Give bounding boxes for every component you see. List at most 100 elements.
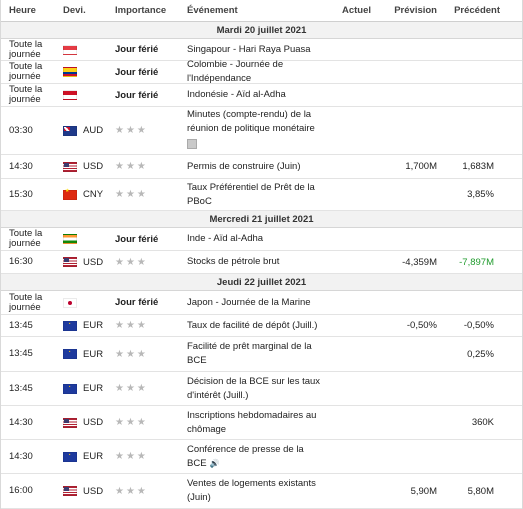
event-previous: 360K: [471, 417, 494, 428]
holiday-label: Jour férié: [115, 44, 159, 55]
table-row[interactable]: Toute la journée Jour férié Indonésie - Aï…: [1, 84, 522, 107]
event-title[interactable]: Taux de facilité de dépôt (Juill.): [187, 319, 318, 331]
event-name[interactable]: Minutes (compte-rendu) de la réunion de …: [177, 108, 323, 154]
event-name[interactable]: Stocks de pétrole brut: [177, 255, 323, 269]
event-time: 16:30: [9, 256, 33, 267]
importance-stars-icon: ★★★: [115, 485, 148, 497]
importance-stars-icon: ★★★: [115, 256, 148, 268]
table-row[interactable]: 13:45 EUR ★★★ Taux de facilité de dépôt (Ju…: [1, 315, 522, 337]
event-name[interactable]: Indonésie - Aïd al-Adha: [177, 88, 323, 102]
holiday-label: Jour férié: [115, 297, 159, 308]
document-icon[interactable]: [187, 138, 197, 149]
flag-eu-icon: [63, 449, 77, 462]
flag-in-icon: [63, 234, 77, 244]
table-row[interactable]: 03:30 AUD ★★★ Minutes (compte-rendu) de la …: [1, 107, 522, 155]
header-event[interactable]: Événement: [187, 4, 238, 16]
event-time: 03:30: [9, 124, 33, 136]
event-time: 13:45: [9, 382, 33, 394]
table-row[interactable]: 13:45 EUR ★★★ Facilité de prêt marginal de …: [1, 337, 522, 372]
event-importance: Jour férié: [106, 67, 177, 78]
event-title[interactable]: Japon - Journée de la Marine: [187, 296, 311, 308]
importance-stars-icon: ★★★: [115, 320, 148, 331]
currency-code: AUD: [83, 125, 104, 136]
event-name[interactable]: Inscriptions hebdomadaires au chômage: [177, 409, 323, 437]
event-name[interactable]: Conférence de presse de la BCE 🔊: [177, 443, 323, 471]
event-forecast: 5,90M: [410, 485, 437, 497]
event-title[interactable]: Stocks de pétrole brut: [187, 256, 280, 267]
event-name[interactable]: Taux Préférentiel de Prêt de la PBoC: [177, 181, 323, 209]
header-previous[interactable]: Précédent: [454, 5, 500, 16]
event-importance: ★★★: [106, 486, 177, 497]
event-previous: 0,25%: [467, 348, 494, 360]
importance-stars-icon: ★★★: [115, 189, 148, 200]
event-previous: 3,85%: [467, 189, 494, 200]
table-row[interactable]: Toute la journée Jour férié Singapour - Ha…: [1, 39, 522, 61]
table-row[interactable]: Toute la journée Jour férié Colombie - Jou…: [1, 58, 522, 86]
importance-stars-icon: ★★★: [115, 383, 148, 394]
table-row[interactable]: Toute la journée Jour férié Japon - Journé…: [1, 291, 522, 315]
event-time: Toute la journée: [9, 38, 43, 60]
table-row[interactable]: 14:30 USD ★★★ Inscriptions hebdomadaires au…: [1, 406, 522, 440]
event-name[interactable]: Décision de la BCE sur les taux d'intérê…: [177, 375, 323, 403]
table-row[interactable]: 16:30 USD ★★★ Stocks de pétrole brut -4,359M…: [1, 251, 522, 274]
table-row[interactable]: 14:30 EUR ★★★ Conférence de presse de la BC…: [1, 440, 522, 474]
event-name[interactable]: Colombie - Journée de l'Indépendance: [177, 58, 323, 86]
table-body: Mardi 20 juillet 2021 Toute la journée Jou…: [1, 22, 522, 509]
event-name[interactable]: Singapour - Hari Raya Puasa: [177, 43, 323, 57]
event-name[interactable]: Inde - Aïd al-Adha: [177, 232, 323, 246]
flag-jp-icon: [63, 297, 77, 308]
event-name[interactable]: Taux de facilité de dépôt (Juill.): [177, 319, 323, 333]
event-title[interactable]: Colombie - Journée de l'Indépendance: [187, 59, 284, 84]
table-row[interactable]: 15:30 CNY ★★★ Taux Préférentiel de Prêt de …: [1, 179, 522, 211]
event-title[interactable]: Taux Préférentiel de Prêt de la PBoC: [187, 181, 315, 207]
table-row[interactable]: 16:00 USD ★★★ Ventes de logements existants…: [1, 474, 522, 509]
currency-code: EUR: [83, 451, 104, 462]
event-title[interactable]: Inscriptions hebdomadaires au chômage: [187, 409, 317, 435]
header-actual[interactable]: Actuel: [341, 5, 371, 16]
flag-au-icon: [63, 125, 77, 136]
event-time: 15:30: [9, 188, 33, 200]
event-title[interactable]: Minutes (compte-rendu) de la réunion de …: [187, 108, 315, 134]
flag-co-icon: [63, 67, 77, 77]
event-currency: CNY: [53, 188, 106, 200]
holiday-label: Jour férié: [115, 66, 159, 78]
flag-eu-icon: [63, 318, 77, 331]
event-currency: EUR: [53, 346, 106, 360]
table-row[interactable]: 14:30 USD ★★★ Permis de construire (Juin) 1,…: [1, 155, 522, 179]
importance-stars-icon: ★★★: [115, 348, 148, 360]
table-row[interactable]: 13:45 EUR ★★★ Décision de la BCE sur les ta…: [1, 372, 522, 406]
event-title[interactable]: Décision de la BCE sur les taux d'intérê…: [187, 375, 321, 401]
currency-code: EUR: [83, 348, 104, 360]
event-title[interactable]: Permis de construire (Juin): [187, 160, 301, 172]
header-importance[interactable]: Importance: [115, 5, 167, 16]
event-importance: Jour férié: [106, 234, 177, 245]
table-row[interactable]: Toute la journée Jour férié Inde - Aïd al-…: [1, 228, 522, 251]
header-currency[interactable]: Devi.: [63, 5, 86, 16]
event-title[interactable]: Ventes de logements existants (Juin): [187, 478, 316, 503]
event-name[interactable]: Japon - Journée de la Marine: [177, 296, 323, 310]
event-name[interactable]: Facilité de prêt marginal de la BCE: [177, 340, 323, 368]
event-forecast: -0,50%: [406, 320, 437, 331]
event-title[interactable]: Inde - Aïd al-Adha: [187, 233, 264, 244]
event-name[interactable]: Permis de construire (Juin): [177, 160, 323, 174]
speaker-icon[interactable]: 🔊: [209, 458, 220, 468]
header-time[interactable]: Heure: [9, 4, 36, 16]
event-title[interactable]: Singapour - Hari Raya Puasa: [187, 43, 311, 55]
event-title[interactable]: Indonésie - Aïd al-Adha: [187, 89, 286, 100]
event-previous: 1,683M: [462, 161, 494, 172]
importance-stars-icon: ★★★: [115, 451, 148, 462]
event-name[interactable]: Ventes de logements existants (Juin): [177, 477, 323, 505]
event-time: 14:30: [9, 416, 33, 428]
event-title[interactable]: Conférence de presse de la BCE: [187, 443, 304, 469]
event-currency: [53, 67, 106, 77]
event-importance: ★★★: [106, 320, 177, 331]
flag-us-icon: [63, 486, 77, 496]
header-forecast[interactable]: Prévision: [394, 5, 437, 16]
currency-code: EUR: [83, 320, 104, 331]
importance-stars-icon: ★★★: [115, 125, 148, 136]
event-title[interactable]: Facilité de prêt marginal de la BCE: [187, 341, 312, 366]
event-currency: [53, 90, 106, 100]
event-importance: ★★★: [106, 189, 177, 200]
currency-code: EUR: [83, 383, 104, 394]
